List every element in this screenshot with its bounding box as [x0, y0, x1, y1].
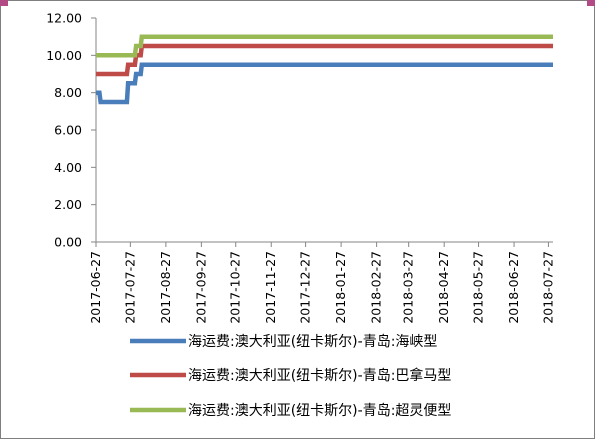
y-tick-label: 12.00 — [46, 11, 82, 26]
y-tick-label: 8.00 — [54, 85, 82, 100]
x-tick-label: 2017-07-27 — [122, 251, 137, 324]
x-tick-label: 2018-06-27 — [506, 251, 521, 324]
legend-label-handysize: 海运费:澳大利亚(纽卡斯尔)-青岛:超灵便型 — [188, 403, 451, 419]
top-right-accent — [587, 0, 595, 6]
x-tick-label: 2017-09-27 — [193, 251, 208, 324]
y-tick-label: 2.00 — [54, 197, 82, 212]
series-line-capesize — [96, 62, 553, 105]
y-tick-label: 6.00 — [54, 123, 82, 138]
legend: 海运费:澳大利亚(纽卡斯尔)-青岛:海峡型海运费:澳大利亚(纽卡斯尔)-青岛:巴… — [130, 334, 451, 419]
x-tick-label: 2017-12-27 — [298, 251, 313, 324]
x-tick-label: 2018-02-27 — [369, 251, 384, 324]
y-tick-label: 0.00 — [54, 235, 82, 250]
legend-label-capesize: 海运费:澳大利亚(纽卡斯尔)-青岛:海峡型 — [188, 334, 437, 350]
x-tick-label: 2017-08-27 — [158, 251, 173, 324]
series-line-handysize — [96, 34, 553, 58]
x-tick-label: 2018-07-27 — [540, 251, 555, 324]
top-left-accent — [0, 0, 8, 6]
x-tick-label: 2017-11-27 — [263, 251, 278, 324]
x-tick-label: 2018-04-27 — [436, 251, 451, 324]
legend-label-panamax: 海运费:澳大利亚(纽卡斯尔)-青岛:巴拿马型 — [188, 367, 451, 384]
x-tick-label: 2017-10-27 — [228, 251, 243, 324]
x-tick-label: 2018-01-27 — [333, 251, 348, 324]
y-tick-label: 4.00 — [54, 160, 82, 175]
plot-area: 0.00 2.00 4.00 6.00 8.00 10.00 12.00 2017-06-27… — [46, 11, 555, 324]
x-tick-label: 2017-06-27 — [88, 251, 103, 324]
x-tick-label: 2018-05-27 — [471, 251, 486, 324]
y-tick-label: 10.00 — [46, 48, 82, 63]
x-tick-label: 2018-03-27 — [401, 251, 416, 324]
